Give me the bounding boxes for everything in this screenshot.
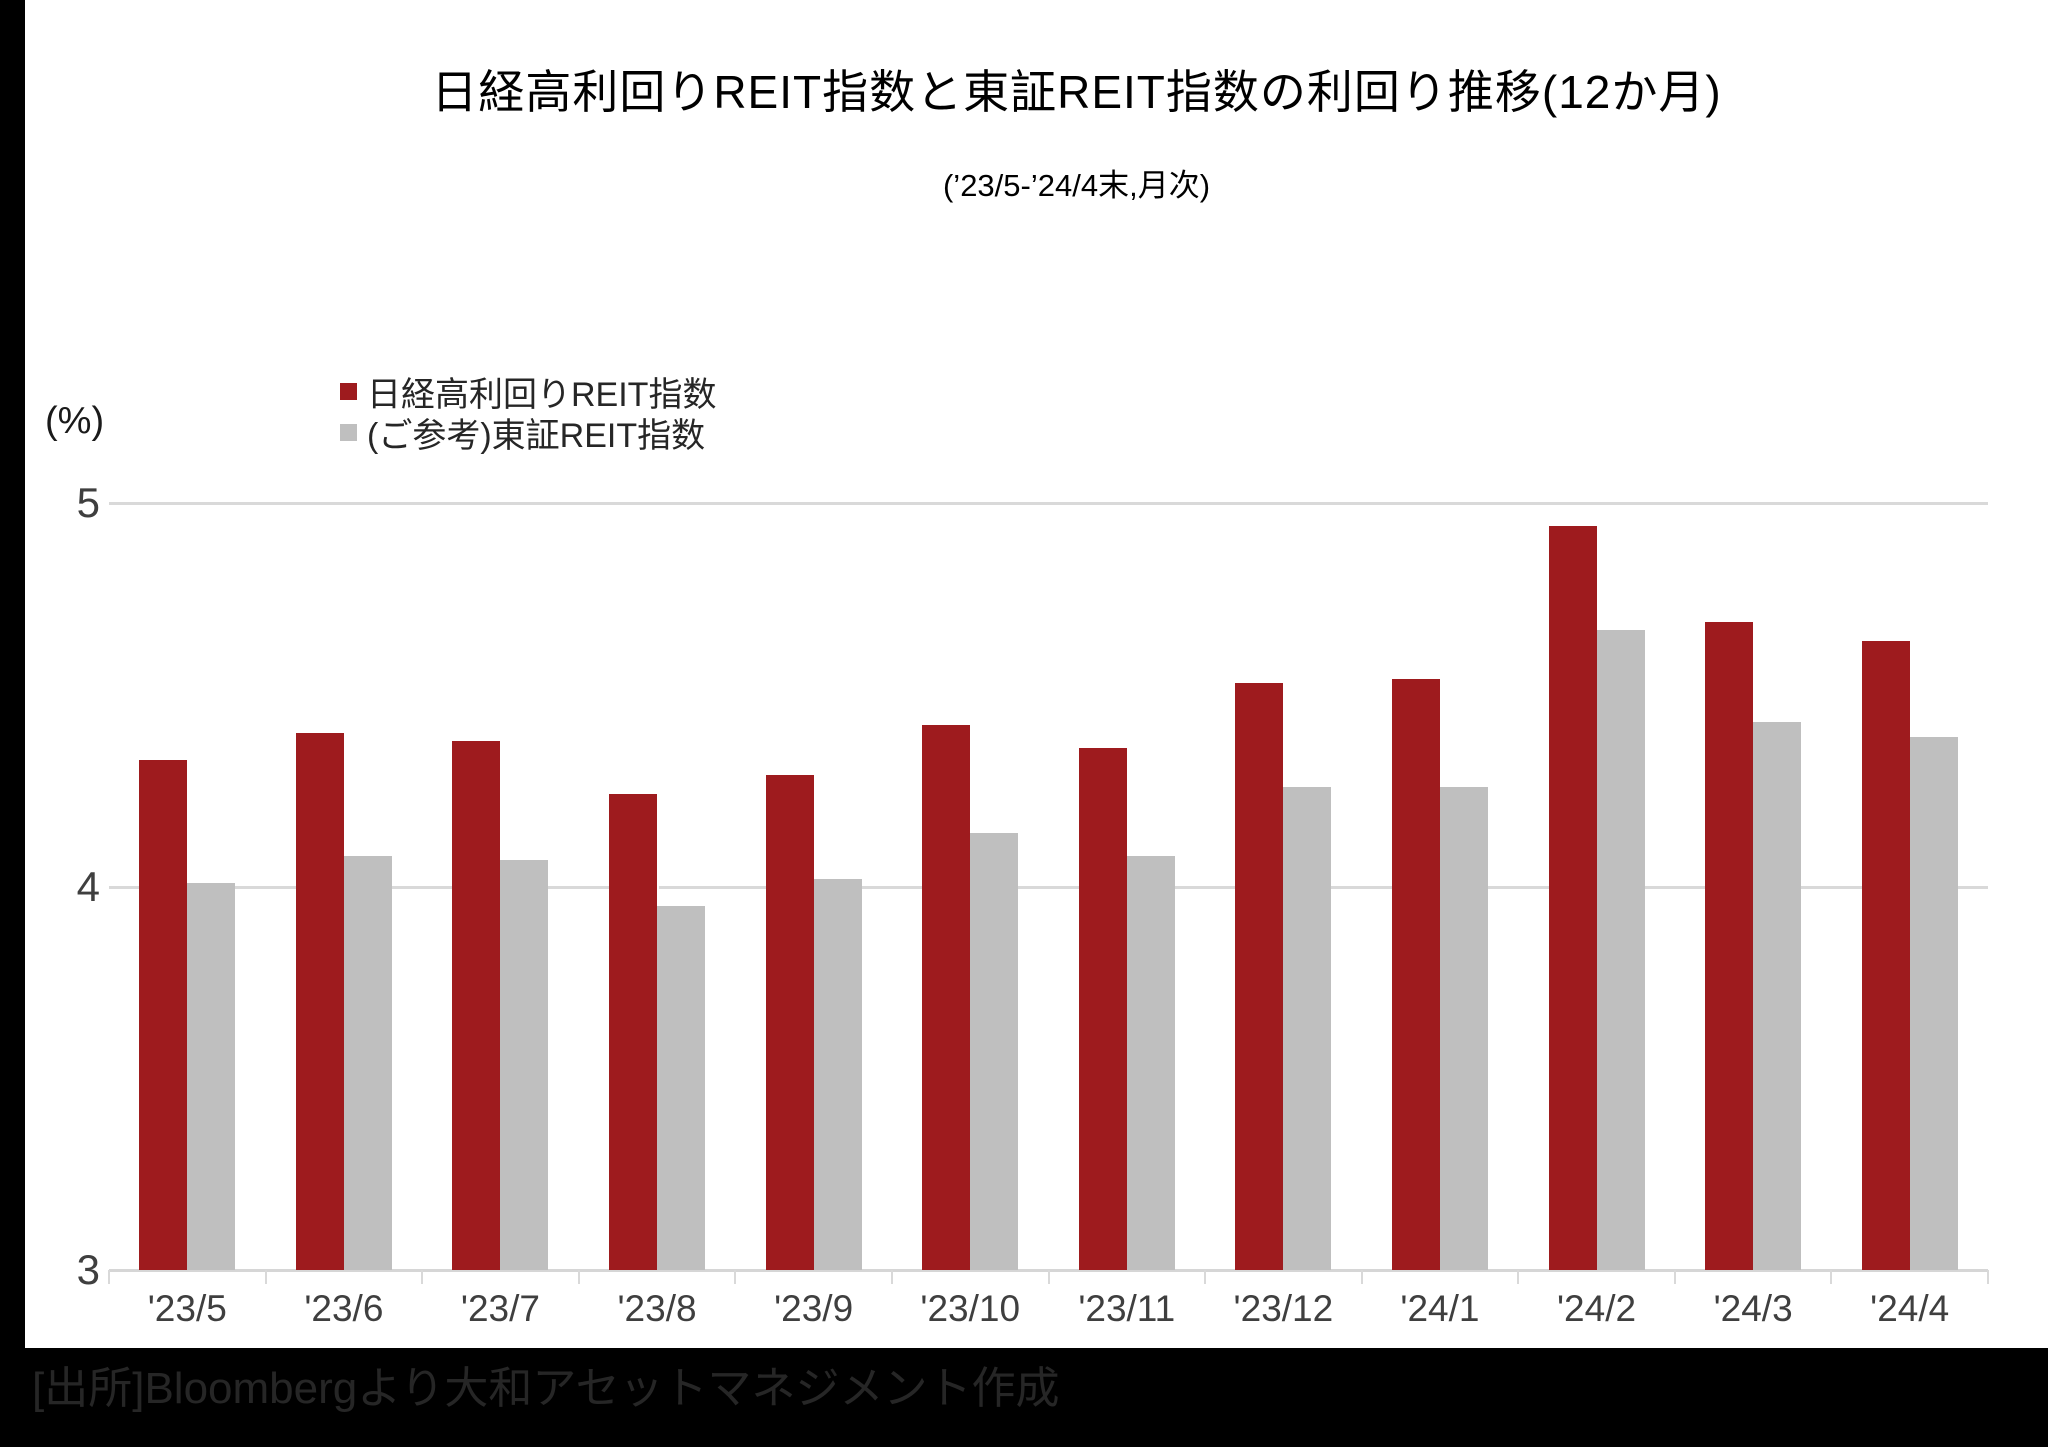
bar-tse-23-12 <box>1283 786 1332 1270</box>
bar-nikkei-23-7 <box>452 740 501 1270</box>
bar-nikkei-23-12 <box>1235 683 1284 1270</box>
x-axis-label-24-3: '24/3 <box>1713 1288 1793 1329</box>
bar-tse-23-9 <box>813 878 862 1270</box>
chart-background: 日経高利回りREIT指数と東証REIT指数の利回り推移(12か月) (’23/5… <box>25 0 2048 1348</box>
bar-tse-23-7 <box>500 859 549 1270</box>
bar-nikkei-24-3 <box>1705 621 1754 1270</box>
legend-label-tse: (ご参考)東証REIT指数 <box>367 417 706 455</box>
x-axis-label-23-12: '23/12 <box>1233 1288 1334 1329</box>
y-tick-label-5: 5 <box>76 479 100 526</box>
x-axis-tick <box>421 1270 424 1284</box>
bar-nikkei-24-1 <box>1391 679 1440 1270</box>
bar-nikkei-23-8 <box>609 794 658 1270</box>
legend-item-tse: (ご参考)東証REIT指数 <box>340 412 716 455</box>
x-axis-tick <box>1987 1270 1989 1284</box>
bar-tse-24-2 <box>1596 629 1645 1270</box>
bar-nikkei-24-2 <box>1548 526 1597 1270</box>
x-axis-tick <box>1360 1270 1363 1284</box>
bar-tse-23-11 <box>1126 855 1175 1270</box>
gridline-y5 <box>109 502 1988 505</box>
x-axis-label-23-10: '23/10 <box>920 1288 1021 1329</box>
x-axis-tick <box>1047 1270 1050 1284</box>
bar-tse-23-8 <box>657 905 706 1270</box>
x-axis-tick <box>577 1270 580 1284</box>
x-axis-label-23-9: '23/9 <box>774 1288 854 1329</box>
x-axis-label-23-8: '23/8 <box>617 1288 697 1329</box>
x-axis-tick <box>1517 1270 1520 1284</box>
y-axis-unit-label: (%) <box>45 400 105 442</box>
bar-nikkei-23-10 <box>922 725 971 1270</box>
bar-tse-23-5 <box>187 882 236 1270</box>
bar-tse-24-1 <box>1439 786 1488 1270</box>
legend-swatch-tse-icon <box>340 424 357 441</box>
x-axis-label-24-4: '24/4 <box>1870 1288 1950 1329</box>
gridline-y4 <box>109 885 1988 889</box>
x-axis-label-24-2: '24/2 <box>1556 1288 1637 1329</box>
legend-label-nikkei: 日経高利回りREIT指数 <box>367 376 717 414</box>
y-tick-label-4: 4 <box>76 862 100 910</box>
y-tick-label-3: 3 <box>76 1246 100 1293</box>
x-axis-tick <box>1830 1270 1833 1284</box>
x-axis-label-23-7: '23/7 <box>460 1288 540 1329</box>
x-axis-tick <box>890 1270 893 1284</box>
bar-tse-24-4 <box>1909 736 1958 1270</box>
plot-area: 5 4 3 '23/5 '23/6 '23/7 '23/8 '23/9 '23/10 '23/11… <box>25 0 2048 1348</box>
bar-nikkei-23-9 <box>765 775 814 1270</box>
legend-swatch-nikkei-icon <box>340 383 357 400</box>
bar-nikkei-23-11 <box>1078 748 1127 1270</box>
bar-tse-23-6 <box>343 855 392 1270</box>
x-axis-label-23-6: '23/6 <box>304 1288 384 1329</box>
legend: 日経高利回りREIT指数 (ご参考)東証REIT指数 <box>340 371 716 455</box>
x-axis-tick <box>108 1270 110 1284</box>
bar-nikkei-23-6 <box>295 733 344 1270</box>
bar-nikkei-24-4 <box>1861 641 1910 1270</box>
x-axis-tick <box>734 1270 737 1284</box>
bar-nikkei-23-5 <box>139 759 188 1270</box>
x-axis-tick <box>1204 1270 1207 1284</box>
x-axis-label-23-11: '23/11 <box>1078 1288 1176 1329</box>
legend-item-nikkei: 日経高利回りREIT指数 <box>340 371 716 414</box>
chart-subtitle: (’23/5-’24/4末,月次) <box>942 168 1211 203</box>
x-axis-label-24-1: '24/1 <box>1400 1288 1480 1329</box>
chart-title: 日経高利回りREIT指数と東証REIT指数の利回り推移(12か月) <box>431 66 1722 118</box>
bar-tse-23-10 <box>970 832 1019 1270</box>
x-axis-tick <box>1673 1270 1676 1284</box>
x-axis-label-23-5: '23/5 <box>147 1288 227 1329</box>
source-note: [出所]Bloombergより大和アセットマネジメント作成 <box>32 1364 1060 1413</box>
x-axis-tick <box>264 1270 267 1284</box>
bar-tse-24-3 <box>1753 721 1802 1270</box>
